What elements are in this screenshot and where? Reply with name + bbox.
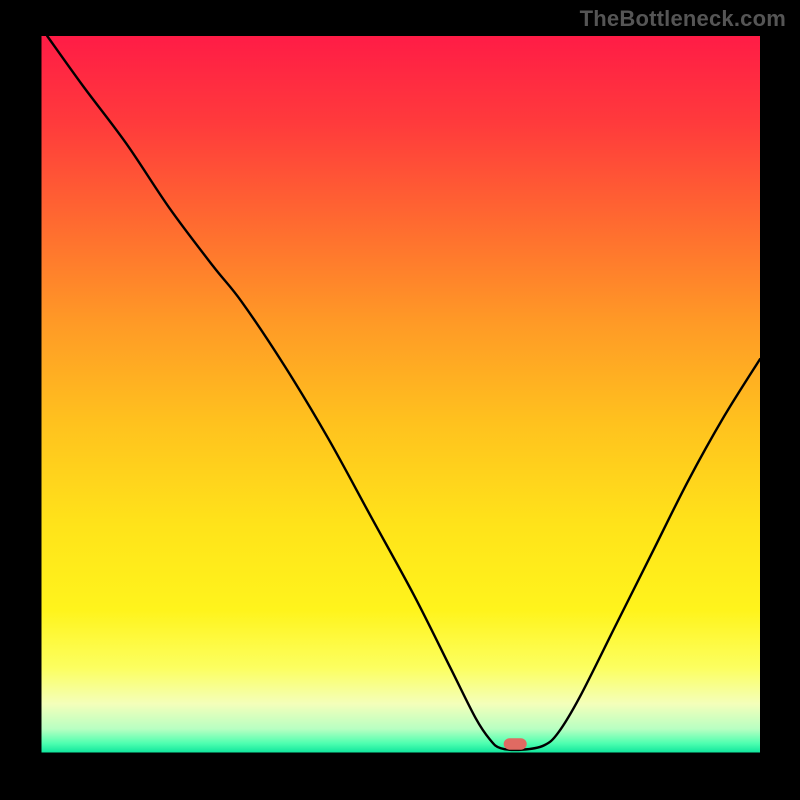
- optimal-marker: [504, 738, 527, 749]
- chart-svg: [0, 0, 800, 800]
- plot-background: [40, 36, 760, 754]
- watermark-text: TheBottleneck.com: [580, 6, 786, 32]
- bottleneck-chart: TheBottleneck.com: [0, 0, 800, 800]
